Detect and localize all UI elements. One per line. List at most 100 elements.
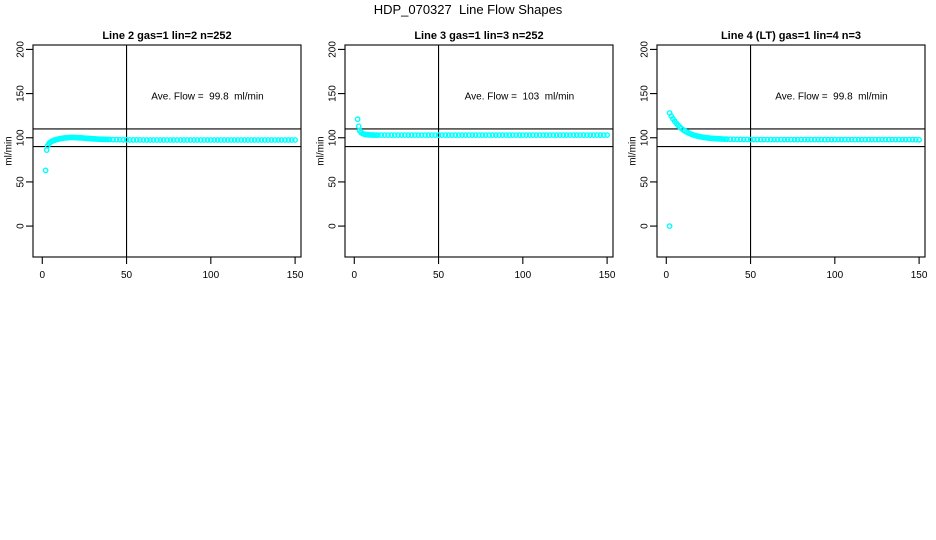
data-point (282, 137, 288, 143)
data-point (798, 136, 805, 143)
data-point (354, 116, 361, 123)
data-point (449, 132, 455, 139)
data-point (157, 137, 164, 143)
data-point (438, 132, 445, 139)
data-point (835, 136, 842, 143)
data-point (191, 137, 197, 143)
x-tick-label: 150 (287, 270, 304, 281)
data-point (268, 137, 275, 143)
data-point (428, 132, 435, 139)
data-point (415, 132, 422, 139)
data-point (580, 132, 587, 139)
data-point (862, 136, 869, 143)
data-point (600, 132, 607, 139)
data-point (170, 137, 177, 143)
data-point (892, 136, 899, 143)
average-flow-annotation: Ave. Flow = 99.8 ml/min (775, 91, 887, 102)
data-point (244, 137, 251, 143)
data-point (435, 132, 442, 139)
panel-title: Line 3 gas=1 lin=3 n=252 (414, 30, 543, 42)
data-point (221, 137, 228, 143)
y-tick-label: 50 (640, 176, 651, 188)
data-point (889, 136, 895, 143)
data-point (774, 136, 781, 143)
data-point (418, 132, 425, 139)
data-point (401, 132, 408, 139)
data-point (902, 136, 909, 143)
data-point (868, 136, 875, 143)
data-point (479, 132, 486, 139)
data-point (831, 136, 838, 143)
data-point (553, 132, 560, 139)
data-point (123, 136, 130, 143)
data-point (110, 136, 117, 143)
data-point (217, 137, 224, 143)
data-point (556, 132, 563, 139)
data-point (241, 137, 248, 143)
data-point (489, 132, 496, 139)
data-point (563, 132, 570, 139)
y-tick-label: 200 (16, 41, 27, 58)
x-tick-label: 0 (663, 270, 669, 281)
data-point (550, 132, 557, 139)
data-point (412, 132, 418, 139)
data-point (472, 132, 479, 139)
panel-title: Line 4 (LT) gas=1 lin=4 n=3 (721, 30, 861, 42)
data-point (265, 137, 271, 143)
data-point (238, 137, 245, 143)
data-point (604, 132, 610, 139)
data-point (106, 136, 113, 143)
data-point (788, 136, 794, 143)
data-point (201, 137, 208, 143)
data-point (734, 136, 741, 143)
data-point (838, 136, 845, 143)
data-point (845, 136, 852, 143)
data-point (385, 132, 391, 139)
data-point (150, 137, 157, 143)
plot-border (344, 44, 614, 258)
data-point (757, 136, 764, 143)
chart-panel-line2: Line 2 gas=1 lin=2 n=252 0 50 100 150 0 50 100 1… (4, 30, 304, 281)
y-axis-label: ml/min (4, 136, 15, 165)
data-point (811, 136, 818, 143)
data-point (177, 137, 184, 143)
data-point (207, 137, 214, 143)
data-point (536, 132, 543, 139)
y-axis-label: ml/min (316, 136, 327, 165)
data-points (42, 134, 298, 174)
data-point (818, 136, 825, 143)
data-point (906, 136, 912, 143)
data-point (496, 132, 503, 139)
data-point (194, 137, 201, 143)
data-point (767, 136, 774, 143)
data-point (583, 132, 590, 139)
data-point (285, 137, 292, 143)
data-point (744, 136, 751, 143)
figure-title: HDP_070327 Line Flow Shapes (373, 2, 563, 17)
x-tick-label: 0 (351, 270, 357, 281)
data-point (140, 137, 147, 143)
data-point (577, 132, 583, 139)
data-point (523, 132, 530, 139)
x-tick-label: 100 (514, 270, 531, 281)
data-point (164, 137, 170, 143)
data-point (513, 132, 520, 139)
data-point (560, 132, 567, 139)
data-point (815, 136, 821, 143)
data-point (841, 136, 848, 143)
y-tick-label: 100 (16, 129, 27, 146)
data-point (278, 137, 285, 143)
data-point (116, 136, 123, 143)
data-point (187, 137, 194, 143)
data-point (503, 132, 509, 139)
data-point (180, 137, 187, 143)
data-point (375, 132, 381, 139)
data-point (120, 136, 127, 143)
data-point (858, 136, 865, 143)
panel-title: Line 2 gas=1 lin=2 n=252 (102, 30, 231, 42)
data-point (899, 136, 906, 143)
data-point (455, 132, 462, 139)
data-point (462, 132, 469, 139)
data-point (432, 132, 439, 139)
data-point (204, 137, 211, 143)
